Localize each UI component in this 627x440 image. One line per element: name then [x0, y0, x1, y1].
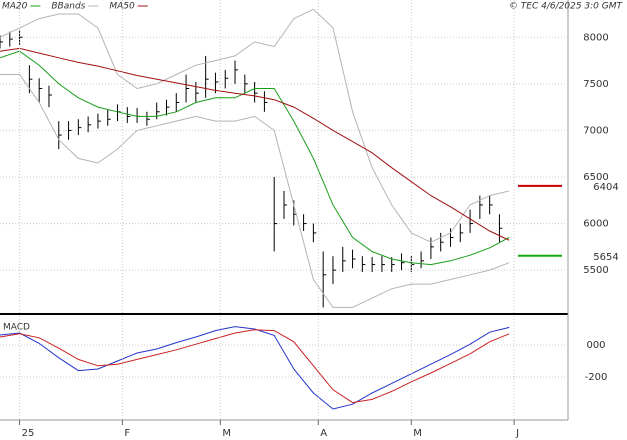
y-tick-label: 6000	[583, 219, 608, 230]
indicator-line	[0, 8, 510, 243]
y-tick-label: 5500	[583, 265, 608, 276]
y-tick-label: 8000	[583, 32, 608, 43]
macd-line	[0, 326, 510, 410]
x-tick-label: F	[124, 428, 130, 439]
x-tick-label: M	[222, 428, 231, 439]
x-tick-label: M	[413, 428, 422, 439]
indicator-line	[0, 50, 510, 266]
legend-label: BBands	[51, 2, 85, 12]
x-tick-label: 25	[22, 428, 35, 439]
y-tick-label: -200	[585, 372, 608, 383]
y-tick-label: 7500	[583, 79, 608, 90]
x-tick-label: A	[320, 428, 327, 439]
indicator-line	[0, 74, 510, 308]
level-label: 5654	[593, 252, 618, 263]
y-tick-label: 6500	[583, 172, 608, 183]
panel-title: MACD	[3, 323, 30, 333]
x-tick-label: J	[515, 428, 519, 439]
macd-line	[0, 329, 510, 404]
y-tick-label: 000	[586, 340, 605, 351]
indicator-line	[0, 47, 510, 241]
level-label: 6404	[593, 182, 618, 193]
y-tick-label: 7000	[583, 125, 608, 136]
credit: © TEC 4/6/2025 3:0 GMT	[509, 2, 624, 12]
legend-label: MA20	[2, 2, 28, 12]
